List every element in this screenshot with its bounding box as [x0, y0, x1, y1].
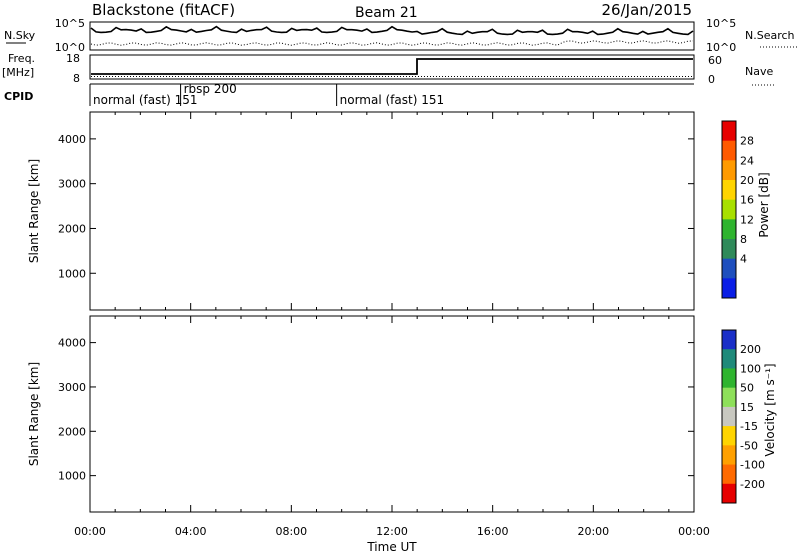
- cpid-label: CPID: [4, 90, 33, 103]
- colorbar-segment: [722, 387, 736, 408]
- cpid-segment-label: normal (fast) 151: [340, 93, 444, 107]
- colorbar-tick-label: 50: [740, 382, 754, 395]
- scatter-band: [544, 237, 655, 267]
- x-tick-label: 00:00: [678, 525, 710, 538]
- colorbar-segment: [722, 330, 736, 350]
- nsky-right-tick-bottom: 10^0: [706, 41, 736, 54]
- y-tick-label: 4000: [58, 133, 86, 146]
- colorbar-tick-label: 15: [740, 401, 754, 414]
- y-tick-label: 1000: [58, 470, 86, 483]
- colorbar-segment: [722, 239, 736, 260]
- colorbar-segment: [722, 219, 736, 240]
- colorbar-tick-label: 100: [740, 362, 761, 375]
- nsky-right-tick-top: 10^5: [706, 17, 736, 30]
- y-tick-label: 4000: [58, 337, 86, 350]
- freq-series-line: [91, 58, 693, 75]
- colorbar-segment: [722, 406, 736, 427]
- colorbar-tick-label: -50: [740, 439, 758, 452]
- colorbar-tick-label: 8: [740, 233, 747, 246]
- colorbar-tick-label: 20: [740, 174, 754, 187]
- cpid-segment-label: rbsp 200: [184, 82, 237, 96]
- colorbar-segment: [722, 483, 736, 504]
- nsky-series-line: [90, 25, 694, 36]
- colorbar-segment: [722, 278, 736, 299]
- y-tick-label: 1000: [58, 267, 86, 280]
- scatter-band: [406, 415, 705, 458]
- colorbar-segment: [722, 199, 736, 220]
- cpid-segment-label: normal (fast) 151: [93, 93, 197, 107]
- velocity-colorbar-label: Velocity [m s⁻¹]: [763, 363, 777, 456]
- y-tick-label: 2000: [58, 222, 86, 235]
- colorbar-segment: [722, 121, 736, 142]
- colorbar-tick-label: -15: [740, 420, 758, 433]
- colorbar-segment: [722, 140, 736, 161]
- power-colorbar-label: Power [dB]: [757, 172, 771, 237]
- power-panel: 1000 2000 3000 4000 Slant Range [km] 28 24 20…: [27, 111, 771, 311]
- scatter-band: [79, 402, 303, 438]
- x-tick-label: 04:00: [175, 525, 207, 538]
- scatter-band: [79, 208, 403, 262]
- colorbar-tick-label: 4: [740, 253, 747, 266]
- freq-left-tick-top: 18: [66, 52, 80, 65]
- date-label: 26/Jan/2015: [602, 1, 693, 19]
- colorbar-segment: [722, 160, 736, 181]
- velocity-panel: 1000 2000 3000 4000 Slant Range [km] 00:00 0…: [27, 315, 777, 554]
- velocity-y-axis-label: Slant Range [km]: [27, 362, 41, 466]
- colorbar-segment: [722, 368, 736, 389]
- beam-label: Beam 21: [355, 5, 418, 21]
- freq-left-tick-bottom: 8: [73, 72, 80, 85]
- colorbar-tick-label: -200: [740, 478, 765, 491]
- y-tick-label: 3000: [58, 178, 86, 191]
- colorbar-tick-label: 200: [740, 343, 761, 356]
- colorbar-tick-label: 24: [740, 154, 754, 167]
- colorbar-segment: [722, 445, 736, 466]
- colorbar-frame: [721, 120, 737, 299]
- x-tick-label: 20:00: [577, 525, 609, 538]
- x-axis-label: Time UT: [366, 540, 417, 554]
- freq-right-tick-bottom: 0: [708, 73, 715, 86]
- power-y-axis-label: Slant Range [km]: [27, 159, 41, 263]
- nave-label: Nave: [745, 65, 773, 78]
- y-tick-label: 3000: [58, 381, 86, 394]
- colorbar-tick-label: 12: [740, 213, 754, 226]
- y-tick-label: 2000: [58, 425, 86, 438]
- x-tick-label: 00:00: [74, 525, 106, 538]
- colorbar-segment: [722, 464, 736, 485]
- plot-title: Blackstone (fitACF): [92, 1, 235, 19]
- nsky-label: N.Sky: [4, 29, 36, 42]
- nsky-left-tick-bottom: 10^0: [55, 41, 85, 54]
- freq-label-line1: Freq.: [8, 52, 35, 65]
- x-tick-label: 16:00: [477, 525, 509, 538]
- nsearch-series-line: [90, 40, 694, 46]
- colorbar-segment: [722, 180, 736, 201]
- colorbar-segment: [722, 426, 736, 446]
- colorbar-segment: [722, 349, 736, 369]
- colorbar-tick-label: 28: [740, 135, 754, 148]
- colorbar-tick-label: 16: [740, 194, 754, 207]
- colorbar-segment: [722, 258, 736, 279]
- colorbar-tick-label: -100: [740, 459, 765, 472]
- x-tick-label: 12:00: [376, 525, 408, 538]
- scatter-band: [280, 424, 429, 469]
- colorbar-frame: [721, 329, 737, 504]
- nsky-left-tick-top: 10^5: [55, 17, 85, 30]
- freq-right-tick-top: 60: [708, 54, 722, 67]
- nsky-panel: N.Sky 10^5 10^0 10^5 10^0 N.Search: [4, 17, 798, 54]
- freq-label-line2: [MHz]: [2, 66, 34, 79]
- freq-panel: Freq. [MHz] 18 8 60 0 Nave: [2, 52, 776, 86]
- nsearch-label: N.Search: [745, 29, 795, 42]
- x-tick-label: 08:00: [275, 525, 307, 538]
